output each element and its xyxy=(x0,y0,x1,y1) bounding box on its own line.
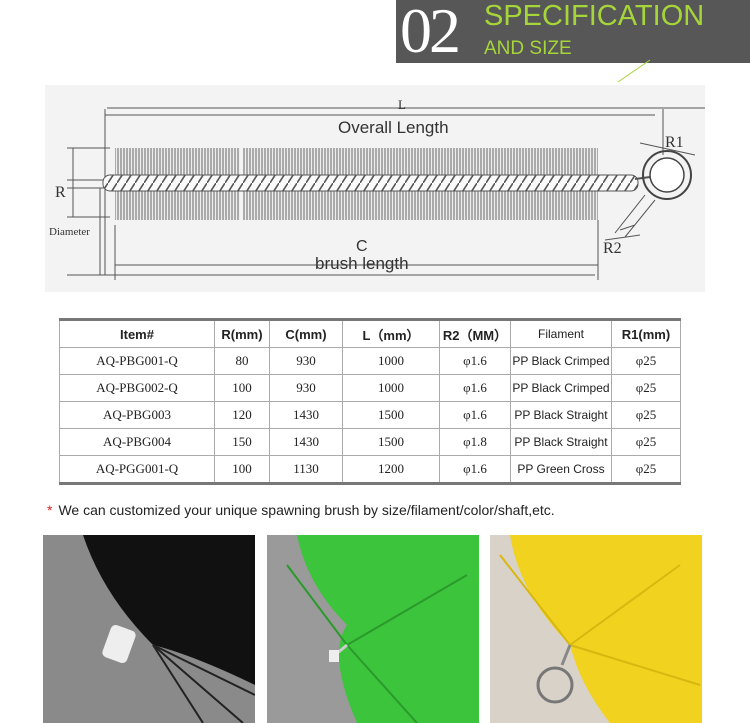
table-cell: 100 xyxy=(214,374,270,402)
wire-symbol: R2 xyxy=(603,240,622,257)
table-cell: AQ-PGG001-Q xyxy=(59,455,215,484)
table-row: AQ-PBG001-Q 80 930 1000 φ1.6 PP Black Crimped… xyxy=(59,347,681,375)
table-cell: 1500 xyxy=(342,428,440,456)
table-cell: φ1.6 xyxy=(439,374,511,402)
ring-symbol: R1 xyxy=(665,134,684,151)
table-row: AQ-PBG003 120 1430 1500 φ1.6 PP Black Straigh… xyxy=(59,401,681,429)
diameter-label: Diameter xyxy=(49,226,90,238)
column-header: Filament xyxy=(510,319,612,348)
table-cell: PP Black Straight xyxy=(510,401,612,429)
column-header: R2（MM） xyxy=(439,319,511,348)
table-cell: 930 xyxy=(269,374,343,402)
table-cell: 1500 xyxy=(342,401,440,429)
spec-table: Item# R(mm) C(mm) L（mm） R2（MM） Filament R1(mm)… xyxy=(59,318,681,485)
table-cell: φ1.6 xyxy=(439,455,511,484)
brush-symbol: C xyxy=(356,238,368,255)
table-cell: φ25 xyxy=(611,455,681,484)
table-cell: 1430 xyxy=(269,428,343,456)
table-cell: PP Green Cross xyxy=(510,455,612,484)
table-cell: AQ-PBG002-Q xyxy=(59,374,215,402)
note-mark: * xyxy=(47,502,53,518)
table-row: AQ-PGG001-Q 100 1130 1200 φ1.6 PP Green Cross… xyxy=(59,455,681,484)
photo-green-brush xyxy=(267,535,479,723)
brush-label: brush length xyxy=(315,254,409,273)
table-cell: 100 xyxy=(214,455,270,484)
table-cell: PP Black Crimped xyxy=(510,374,612,402)
table-cell: 1000 xyxy=(342,347,440,375)
table-row: AQ-PBG002-Q 100 930 1000 φ1.6 PP Black Crimpe… xyxy=(59,374,681,402)
radius-symbol: R xyxy=(55,184,66,201)
column-header: Item# xyxy=(59,319,215,348)
table-cell: 1200 xyxy=(342,455,440,484)
table-cell: φ1.6 xyxy=(439,401,511,429)
table-cell: φ1.8 xyxy=(439,428,511,456)
table-cell: 1430 xyxy=(269,401,343,429)
table-cell: φ25 xyxy=(611,428,681,456)
table-cell: PP Black Straight xyxy=(510,428,612,456)
length-label: Overall Length xyxy=(338,118,449,137)
diagram: L Overall Length R1 R Diameter C brush l… xyxy=(45,85,705,292)
table-cell: φ25 xyxy=(611,401,681,429)
table-cell: PP Black Crimped xyxy=(510,347,612,375)
table-cell: AQ-PBG004 xyxy=(59,428,215,456)
header-number: 02 xyxy=(400,0,461,66)
table-cell: 120 xyxy=(214,401,270,429)
column-header: C(mm) xyxy=(269,319,343,348)
header-subtitle: AND SIZE xyxy=(484,38,572,59)
accent-line xyxy=(617,59,651,83)
column-header: L（mm） xyxy=(342,319,440,348)
photo-black-brush xyxy=(43,535,255,723)
table-cell: 80 xyxy=(214,347,270,375)
table-cell: AQ-PBG001-Q xyxy=(59,347,215,375)
note-text: We can customized your unique spawning b… xyxy=(58,502,555,518)
table-cell: 1000 xyxy=(342,374,440,402)
table-cell: φ25 xyxy=(611,374,681,402)
table-cell: 150 xyxy=(214,428,270,456)
table-cell: 1130 xyxy=(269,455,343,484)
photo-yellow-brush xyxy=(490,535,702,723)
header-title: SPECIFICATION xyxy=(484,0,705,32)
table-cell: 930 xyxy=(269,347,343,375)
table-cell: AQ-PBG003 xyxy=(59,401,215,429)
table-cell: φ25 xyxy=(611,347,681,375)
table-cell: φ1.6 xyxy=(439,347,511,375)
column-header: R1(mm) xyxy=(611,319,681,348)
note: * We can customized your unique spawning … xyxy=(47,502,555,518)
length-symbol: L xyxy=(398,97,406,112)
column-header: R(mm) xyxy=(214,319,270,348)
table-row: AQ-PBG004 150 1430 1500 φ1.8 PP Black Straigh… xyxy=(59,428,681,456)
header: 02 SPECIFICATION AND SIZE xyxy=(396,0,750,66)
header-row: Item# R(mm) C(mm) L（mm） R2（MM） Filament R1(mm) xyxy=(59,319,681,348)
